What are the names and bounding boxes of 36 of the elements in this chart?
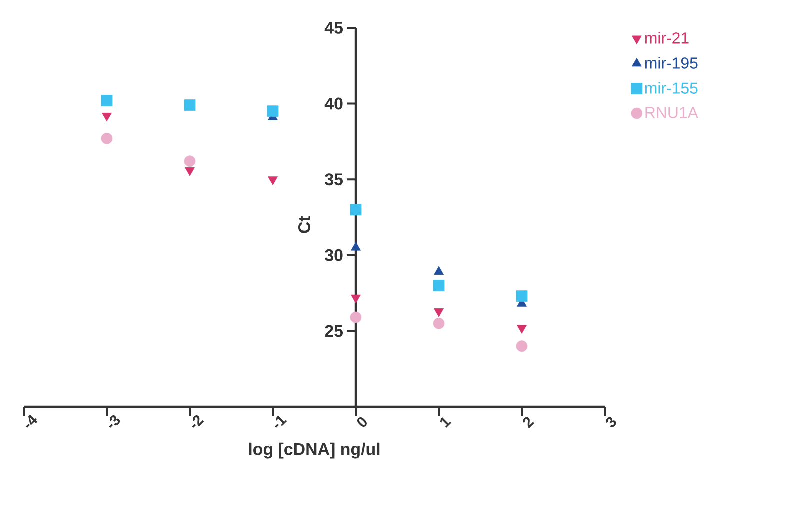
y-tick-label: 35	[325, 174, 344, 186]
point	[351, 294, 361, 304]
x-tick-label: -3	[109, 416, 120, 428]
y-tick-label: 30	[325, 249, 343, 262]
x-tick-label: 2	[523, 417, 534, 428]
point	[101, 95, 113, 106]
point	[101, 132, 113, 144]
legend-label: RNU1A	[646, 107, 698, 118]
x-tick-label: -2	[192, 415, 204, 428]
x-tick-label: -4	[26, 414, 38, 428]
y-tick-label: 45	[324, 22, 344, 34]
point	[517, 325, 527, 334]
point	[267, 106, 279, 118]
point	[102, 112, 112, 122]
point	[350, 204, 362, 216]
legend-label: mir-155	[645, 82, 698, 94]
point	[350, 312, 362, 324]
point	[184, 100, 196, 112]
point	[434, 308, 444, 318]
point	[268, 176, 278, 186]
legend-label: mir-195	[645, 57, 698, 69]
y-tick-label: 40	[324, 98, 343, 110]
point	[433, 318, 445, 330]
x-axis-title: log [cDNA] ng/ul	[249, 442, 380, 459]
y-axis-title: Ct	[298, 216, 310, 234]
y-tick-label: 25	[325, 325, 344, 338]
x-tick-label: 1	[440, 418, 452, 428]
x-tick-label: 3	[606, 417, 616, 428]
point	[516, 290, 528, 302]
point	[433, 280, 445, 292]
x-tick-label: -1	[275, 416, 288, 428]
point	[185, 168, 195, 176]
point	[516, 340, 528, 352]
legend-label: mir-21	[645, 32, 689, 44]
point	[184, 156, 196, 168]
x-tick-label: 0	[357, 417, 367, 427]
